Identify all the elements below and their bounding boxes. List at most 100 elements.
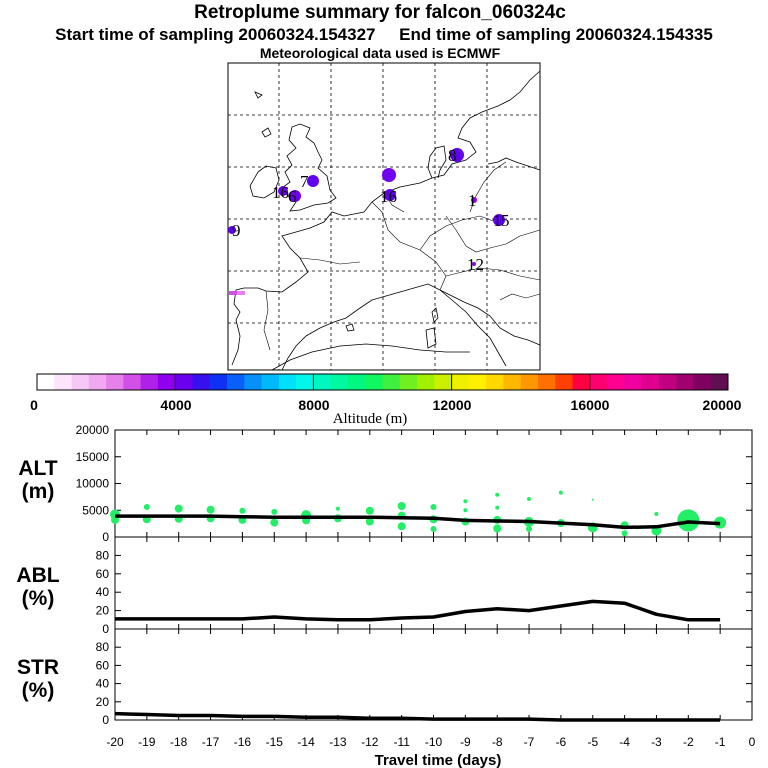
colorbar-cell — [88, 374, 107, 390]
map-marker — [237, 291, 245, 295]
map-marker — [307, 175, 319, 187]
y-tick-label: 0 — [102, 713, 109, 727]
colorbar-tick: 12000 — [433, 397, 472, 413]
y-tick-label: 80 — [96, 548, 110, 562]
y-tick-label: 0 — [102, 622, 109, 636]
data-point — [495, 505, 500, 510]
map-label: 8 — [448, 146, 457, 165]
map-label: 12 — [467, 255, 484, 274]
data-point — [365, 506, 374, 515]
x-axis: -20 -19 -18 -17 -16 -15 -14 -13 -12 -11 -10 -9 -8 -7-… — [106, 735, 755, 768]
panel-frame — [114, 628, 753, 721]
colorbar-cell — [347, 374, 366, 390]
colorbar-cell — [261, 374, 280, 390]
x-tick-label: -20 — [106, 735, 124, 749]
y-tick-label: 40 — [96, 585, 110, 599]
y-tick-label: 20 — [96, 604, 110, 618]
map-label: 16 — [272, 183, 289, 202]
x-tick-label: -4 — [619, 735, 630, 749]
panel-alt: 0 5000 10000 15000 20000 ALT(m) — [18, 423, 753, 544]
sampling-times: Start time of sampling 20060324.154327 E… — [55, 25, 713, 44]
map-marker — [471, 197, 477, 203]
x-tick-label: -2 — [683, 735, 694, 749]
x-tick-label: 0 — [749, 735, 756, 749]
x-tick-label: -7 — [524, 735, 535, 749]
x-tick-label: -15 — [266, 735, 284, 749]
y-tick-label: 15000 — [76, 450, 110, 464]
colorbar-cell — [37, 374, 55, 390]
colorbar-cell — [157, 374, 176, 390]
panel-abl: 0 20 40 60 80 ABL(%) — [16, 536, 753, 636]
panel-label: (%) — [22, 587, 55, 610]
panel-label: ABL — [16, 564, 59, 587]
trajectory-map: 16 7 6 8 16 1 1 5 9 12 — [227, 62, 541, 371]
coastlines — [231, 70, 541, 371]
y-tick-label: 60 — [96, 658, 110, 672]
panel-str: 0 20 40 60 80 STR(%) — [17, 628, 753, 727]
colorbar-cell — [641, 374, 660, 390]
data-point — [558, 490, 563, 495]
colorbar-cell — [54, 374, 73, 390]
map-marker — [450, 148, 464, 162]
colorbar-cell — [123, 374, 142, 390]
x-tick-label: -9 — [460, 735, 471, 749]
map-marker — [229, 291, 237, 295]
colorbar-cell — [537, 374, 556, 390]
colorbar-cell — [434, 374, 453, 390]
colorbar-cell — [520, 374, 539, 390]
series-line — [115, 514, 721, 530]
colorbar-cell — [607, 374, 625, 390]
x-tick-label: -1 — [715, 735, 726, 749]
data-point — [591, 498, 594, 501]
x-tick-label: -3 — [651, 735, 662, 749]
data-point — [271, 508, 278, 515]
y-tick-label: 20 — [96, 695, 110, 709]
data-point — [527, 497, 531, 501]
colorbar-cell — [209, 374, 228, 390]
colorbar-cell — [71, 374, 90, 390]
data-point — [621, 530, 628, 537]
map-label: 5 — [501, 211, 510, 230]
data-point — [430, 504, 437, 510]
y-tick-label: 80 — [96, 640, 110, 654]
colorbar-cell — [382, 374, 401, 390]
colorbar-cell — [278, 374, 297, 390]
data-point — [143, 504, 150, 510]
map-label: 9 — [232, 221, 241, 240]
colorbar-cell — [658, 374, 677, 390]
data-point — [463, 508, 468, 513]
x-axis-label: Travel time (days) — [375, 752, 502, 768]
colorbar-cell — [296, 374, 314, 390]
colorbar-cell — [192, 374, 211, 390]
map-marker — [278, 186, 288, 196]
colorbar-cell — [676, 374, 694, 390]
map-label: 1 — [493, 211, 502, 230]
colorbar-frame — [36, 373, 729, 391]
data-point — [174, 504, 183, 513]
map-marker — [382, 168, 396, 182]
colorbar-cell — [693, 374, 712, 390]
x-tick-label: -11 — [393, 735, 410, 749]
y-tick-label: 5000 — [82, 503, 109, 517]
colorbar-cell — [330, 374, 349, 390]
colorbar-cell — [555, 374, 574, 390]
data-point — [526, 526, 532, 532]
x-tick-label: -8 — [492, 735, 503, 749]
colorbar-cell — [572, 374, 591, 390]
trajectory-markers — [228, 148, 505, 295]
data-point — [463, 499, 468, 504]
colorbar-tick: 8000 — [298, 397, 329, 413]
colorbar-cell — [244, 374, 263, 390]
colorbar-cell — [365, 374, 383, 390]
colorbar-cell — [710, 374, 729, 390]
x-tick-label: -6 — [556, 735, 567, 749]
colorbar-cell — [417, 374, 435, 390]
map-labels: 16 7 6 8 16 1 1 5 9 12 — [232, 146, 510, 274]
x-tick-label: -12 — [361, 735, 379, 749]
series-line — [114, 711, 721, 722]
colorbar-cell — [624, 374, 643, 390]
x-tick-label: -10 — [425, 735, 443, 749]
map-marker — [384, 189, 396, 201]
